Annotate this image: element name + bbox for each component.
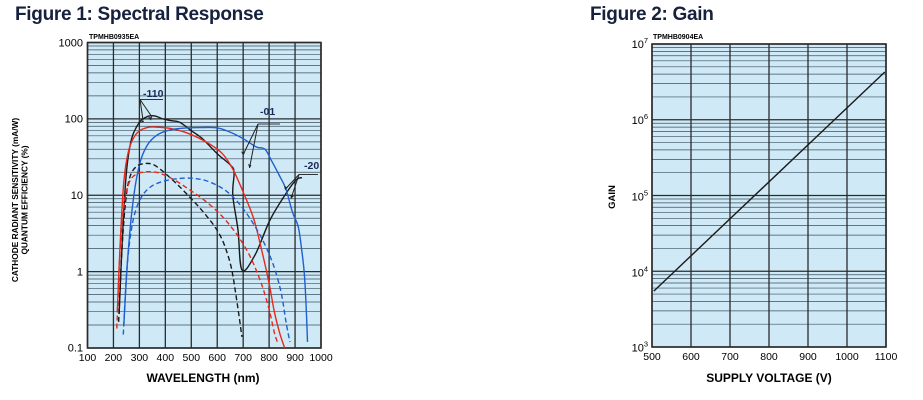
svg-text:-110: -110 xyxy=(143,88,164,100)
svg-text:800: 800 xyxy=(760,351,778,363)
svg-text:104: 104 xyxy=(632,265,648,280)
svg-text:TPMHB0904EA: TPMHB0904EA xyxy=(653,34,703,41)
svg-text:600: 600 xyxy=(208,352,226,364)
svg-text:600: 600 xyxy=(682,351,700,363)
svg-text:1000: 1000 xyxy=(309,352,333,364)
svg-text:1: 1 xyxy=(77,267,83,279)
svg-text:700: 700 xyxy=(721,351,739,363)
svg-text:900: 900 xyxy=(286,352,304,364)
svg-text:107: 107 xyxy=(632,36,648,51)
svg-text:1000: 1000 xyxy=(59,38,83,50)
svg-text:100: 100 xyxy=(79,352,97,364)
svg-text:400: 400 xyxy=(157,352,175,364)
svg-text:1000: 1000 xyxy=(835,351,859,363)
svg-text:TPMHB0935EA: TPMHB0935EA xyxy=(89,34,139,41)
svg-text:WAVELENGTH (nm): WAVELENGTH (nm) xyxy=(146,371,259,385)
svg-text:800: 800 xyxy=(260,352,278,364)
svg-text:SUPPLY VOLTAGE (V): SUPPLY VOLTAGE (V) xyxy=(706,371,832,385)
svg-text:700: 700 xyxy=(234,352,252,364)
svg-text:CATHODE RADIANT SENSITIVITY (m: CATHODE RADIANT SENSITIVITY (mA/W) xyxy=(10,118,20,282)
svg-text:500: 500 xyxy=(183,352,201,364)
svg-text:-20: -20 xyxy=(304,160,319,172)
svg-text:10: 10 xyxy=(71,190,83,202)
svg-text:105: 105 xyxy=(632,189,648,204)
svg-text:500: 500 xyxy=(643,351,661,363)
svg-text:-01: -01 xyxy=(260,106,275,118)
svg-text:GAIN: GAIN xyxy=(607,185,618,209)
svg-text:QUANTUM EFFICIENCY (%): QUANTUM EFFICIENCY (%) xyxy=(20,145,30,254)
svg-text:900: 900 xyxy=(799,351,817,363)
svg-text:106: 106 xyxy=(632,112,648,127)
svg-text:200: 200 xyxy=(105,352,123,364)
svg-text:300: 300 xyxy=(131,352,149,364)
svg-text:1100: 1100 xyxy=(875,351,898,363)
svg-text:100: 100 xyxy=(65,114,83,126)
